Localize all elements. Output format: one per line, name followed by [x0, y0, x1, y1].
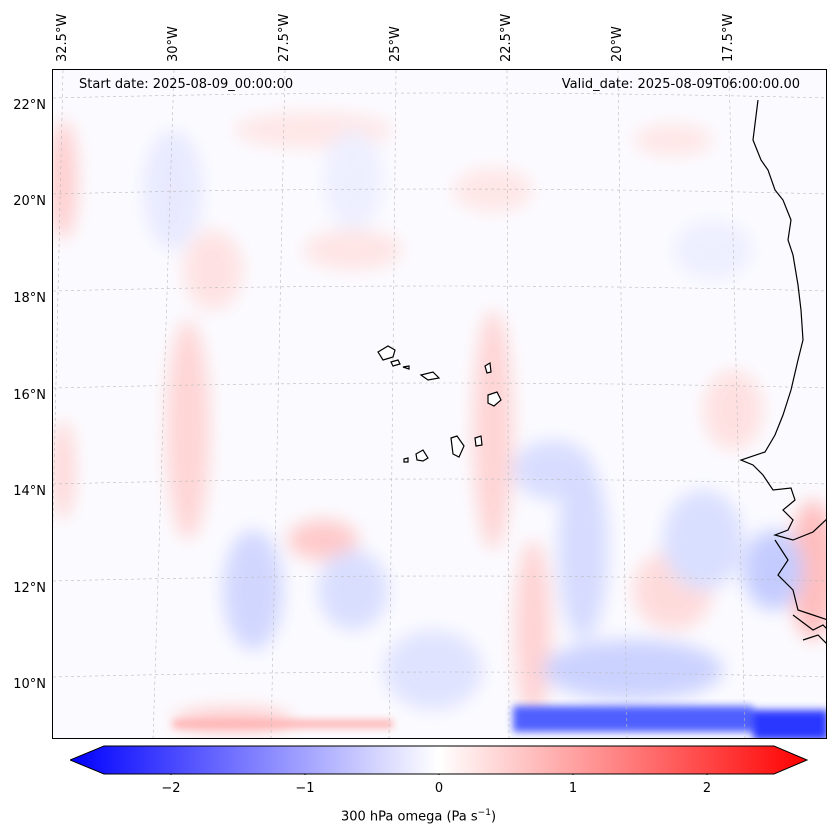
islands [377, 345, 502, 463]
lon-label-20w: 20°W [610, 26, 625, 62]
colorbar-label: 300 hPa omega (Pa s−1) [340, 808, 497, 825]
map-gridlines [53, 70, 826, 738]
lat-label-12n: 12°N [13, 581, 46, 596]
lon-label-17-5w: 17.5°W [721, 13, 736, 62]
lon-label-32-5w: 32.5°W [55, 13, 70, 62]
lat-label-14n: 14°N [13, 484, 46, 499]
start-date-label: Start date: 2025-08-09_00:00:00 [79, 77, 294, 92]
colorbar [68, 745, 809, 778]
lat-label-18n: 18°N [13, 291, 46, 306]
omega-contours [53, 112, 826, 732]
colorbar-tick-0: 0 [434, 781, 444, 796]
valid-date-label: Valid_date: 2025-08-09T06:00:00.00 [561, 77, 800, 92]
lat-label-20n: 20°N [13, 194, 46, 209]
lon-label-25w: 25°W [388, 26, 403, 62]
coastline [739, 99, 826, 644]
colorbar-tick-1: 1 [568, 781, 578, 796]
lon-label-22-5w: 22.5°W [499, 13, 514, 62]
colorbar-graphic [68, 745, 809, 778]
omega-strong-band [173, 706, 826, 738]
lat-label-10n: 10°N [13, 677, 46, 692]
map-plot-area[interactable] [52, 69, 827, 739]
lon-label-30w: 30°W [166, 26, 181, 62]
omega-field-map [53, 70, 826, 738]
colorbar-tick-minus-1: −1 [295, 781, 315, 796]
colorbar-tick-2: 2 [702, 781, 712, 796]
lat-label-22n: 22°N [13, 98, 46, 113]
colorbar-tick-minus-2: −2 [161, 781, 181, 796]
lon-label-27-5w: 27.5°W [277, 13, 292, 62]
lat-label-16n: 16°N [13, 388, 46, 403]
